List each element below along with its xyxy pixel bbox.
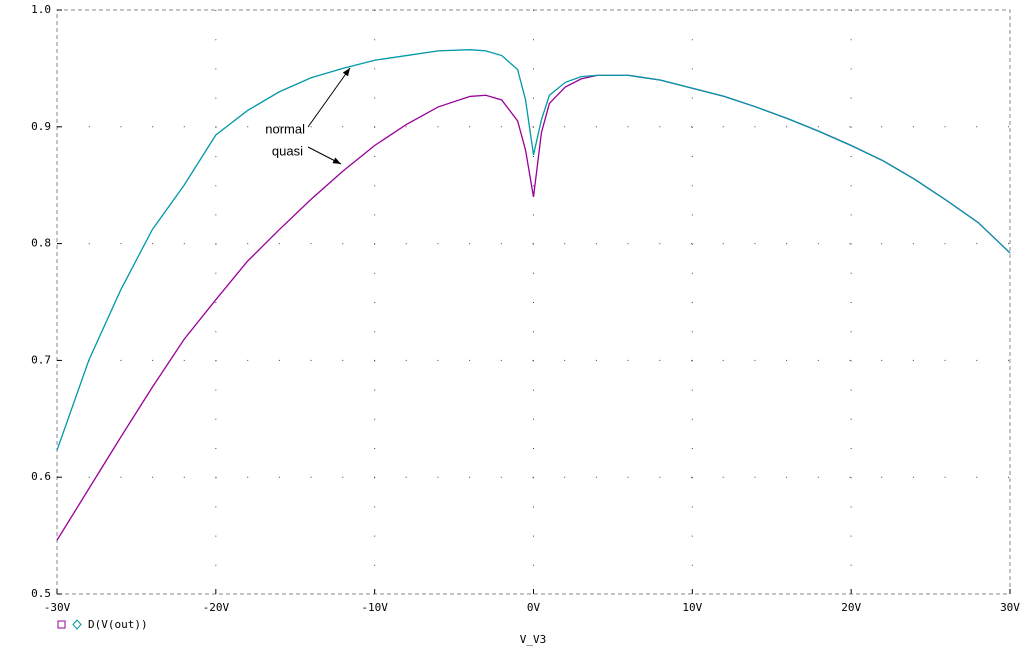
x-tick-label: 0V	[527, 601, 541, 614]
y-tick-label: 0.9	[31, 120, 51, 133]
series-line	[56, 49, 1011, 451]
legend-marker	[72, 619, 82, 630]
annotation-arrow	[307, 146, 342, 165]
legend-marker	[57, 620, 66, 629]
grid	[57, 10, 1010, 594]
y-tick-label: 0.8	[31, 237, 51, 250]
y-tick-label: 0.5	[31, 587, 51, 600]
y-tick-label: 1.0	[31, 3, 51, 16]
y-tick-label: 0.6	[31, 470, 51, 483]
x-tick-label: -30V	[44, 601, 71, 614]
x-axis-label: V_V3	[520, 633, 547, 646]
lines	[56, 49, 1011, 541]
legend-label: D(V(out))	[88, 618, 148, 631]
annotation-arrow	[307, 67, 351, 128]
series-line	[56, 74, 1011, 541]
x-tick-label: -10V	[361, 601, 388, 614]
annotation: quasi	[272, 143, 303, 158]
x-tick-label: 10V	[682, 601, 702, 614]
x-tick-label: 30V	[1000, 601, 1020, 614]
x-tick-label: -20V	[203, 601, 230, 614]
y-tick-label: 0.7	[31, 353, 51, 366]
annotation: normal	[265, 121, 305, 136]
x-tick-label: 20V	[841, 601, 861, 614]
